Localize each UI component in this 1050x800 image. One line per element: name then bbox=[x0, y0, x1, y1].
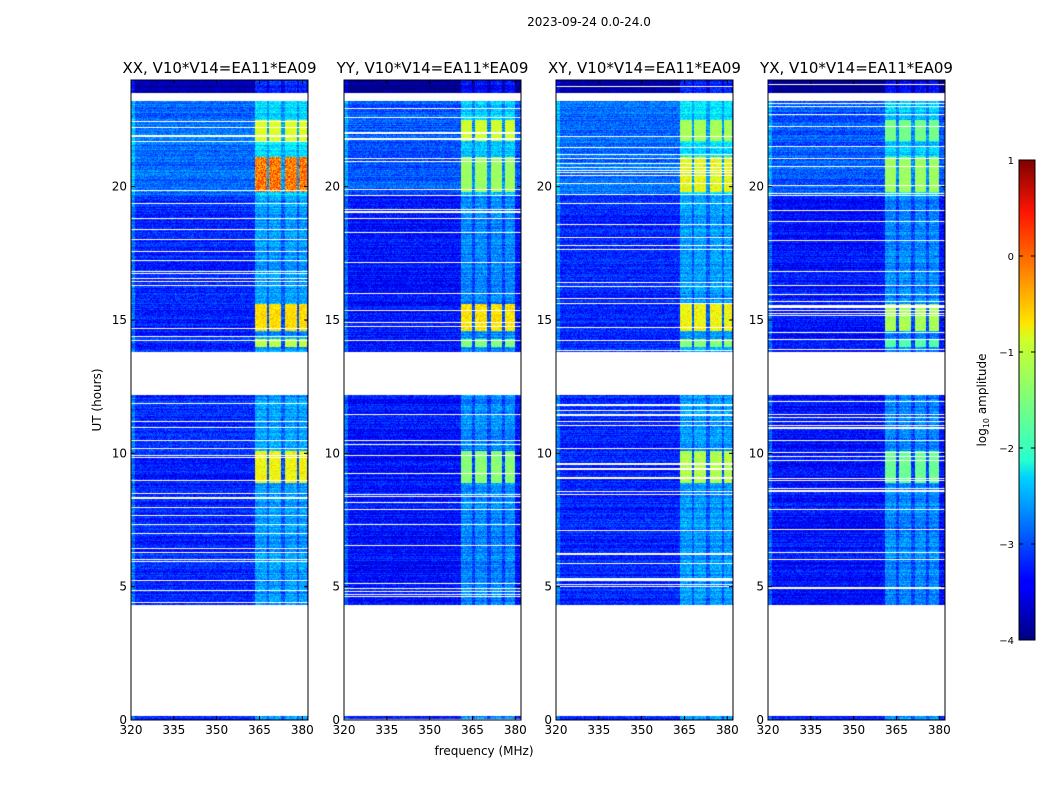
y-tick-label: 5 bbox=[544, 580, 552, 594]
y-tick-label: 20 bbox=[112, 180, 127, 194]
x-tick-label: 335 bbox=[375, 723, 398, 737]
panel-title: XX, V10*V14=EA11*EA09 bbox=[122, 59, 316, 77]
x-tick-label: 320 bbox=[120, 723, 143, 737]
heatmap-image bbox=[344, 80, 521, 720]
y-tick-label: 5 bbox=[332, 580, 340, 594]
y-tick-label: 20 bbox=[749, 180, 764, 194]
x-tick-label: 380 bbox=[928, 723, 951, 737]
colorbar-tick-label: 0 bbox=[1008, 252, 1014, 263]
axes-frame bbox=[767, 79, 946, 721]
y-tick-label: 15 bbox=[749, 313, 764, 327]
y-tick-label: 10 bbox=[112, 446, 127, 460]
colorbar-tick-label: 1 bbox=[1008, 156, 1014, 167]
panels: XX, V10*V14=EA11*EA09 320 335 350 365 380 0 5 10… bbox=[112, 59, 953, 737]
y-tick-label: 5 bbox=[119, 580, 127, 594]
x-tick-label: 380 bbox=[504, 723, 527, 737]
heatmap-image bbox=[556, 80, 733, 720]
colorbar-ticks: 1 0 −1 −2 −3 −4 bbox=[999, 156, 1035, 647]
panel-xy: XY, V10*V14=EA11*EA09 320 335 350 365 380 0 5 10… bbox=[537, 59, 741, 737]
figure-title: 2023-09-24 0.0-24.0 bbox=[527, 15, 651, 29]
y-tick-label: 5 bbox=[756, 580, 764, 594]
y-tick-label: 10 bbox=[325, 446, 340, 460]
y-tick-label: 15 bbox=[325, 313, 340, 327]
colorbar-gradient bbox=[1018, 159, 1036, 641]
y-tick-label: 15 bbox=[537, 313, 552, 327]
x-tick-label: 365 bbox=[461, 723, 484, 737]
y-tick-label: 0 bbox=[756, 713, 764, 727]
y-tick-label: 15 bbox=[112, 313, 127, 327]
colorbar-tick-label: −1 bbox=[999, 348, 1014, 359]
x-tick-label: 335 bbox=[587, 723, 610, 737]
x-tick-label: 365 bbox=[248, 723, 271, 737]
x-tick-label: 350 bbox=[418, 723, 441, 737]
y-tick-label: 20 bbox=[325, 180, 340, 194]
y-tick-label: 0 bbox=[544, 713, 552, 727]
panel-yx: YX, V10*V14=EA11*EA09 320 335 350 365 380 0 5 10… bbox=[749, 59, 953, 737]
x-tick-label: 320 bbox=[757, 723, 780, 737]
colorbar-label: log10 amplitude bbox=[975, 354, 991, 447]
panel-title: YY, V10*V14=EA11*EA09 bbox=[336, 59, 529, 77]
y-tick-label: 0 bbox=[332, 713, 340, 727]
x-axis-label: frequency (MHz) bbox=[434, 744, 533, 758]
x-tick-label: 380 bbox=[716, 723, 739, 737]
axes-frame bbox=[555, 79, 734, 721]
y-tick-label: 10 bbox=[537, 446, 552, 460]
x-tick-label: 365 bbox=[885, 723, 908, 737]
x-tick-label: 350 bbox=[205, 723, 228, 737]
axes-frame bbox=[130, 79, 309, 721]
x-tick-label: 380 bbox=[291, 723, 314, 737]
x-tick-label: 335 bbox=[162, 723, 185, 737]
x-tick-label: 350 bbox=[630, 723, 653, 737]
x-tick-label: 320 bbox=[545, 723, 568, 737]
colorbar-tick-label: −4 bbox=[999, 636, 1014, 647]
x-tick-label: 365 bbox=[673, 723, 696, 737]
y-tick-label: 10 bbox=[749, 446, 764, 460]
y-tick-label: 20 bbox=[537, 180, 552, 194]
panel-xx: XX, V10*V14=EA11*EA09 320 335 350 365 380 0 5 10… bbox=[112, 59, 317, 737]
heatmap-image bbox=[768, 80, 945, 720]
colorbar-tick-label: −3 bbox=[999, 540, 1014, 551]
x-tick-label: 335 bbox=[799, 723, 822, 737]
colorbar: 1 0 −1 −2 −3 −4 log10 amplitude bbox=[975, 156, 1036, 647]
x-tick-label: 320 bbox=[333, 723, 356, 737]
x-tick-label: 350 bbox=[842, 723, 865, 737]
panel-yy: YY, V10*V14=EA11*EA09 320 335 350 365 380 0 5 10… bbox=[325, 59, 529, 737]
colorbar-tick-label: −2 bbox=[999, 444, 1014, 455]
heatmap-image bbox=[131, 80, 308, 720]
axes-frame bbox=[343, 79, 522, 721]
panel-title: XY, V10*V14=EA11*EA09 bbox=[548, 59, 741, 77]
panel-title: YX, V10*V14=EA11*EA09 bbox=[759, 59, 953, 77]
y-axis-label: UT (hours) bbox=[90, 368, 104, 431]
y-tick-label: 0 bbox=[119, 713, 127, 727]
